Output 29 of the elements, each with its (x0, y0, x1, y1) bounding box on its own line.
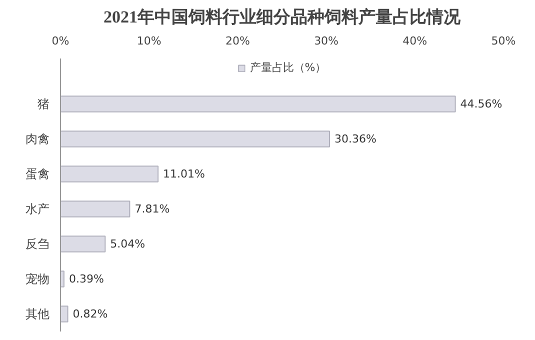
x-tick-label: 10% (136, 34, 162, 48)
x-tick-label: 40% (402, 34, 428, 48)
bar (60, 306, 68, 322)
x-tick-label: 50% (491, 34, 516, 48)
text: 11.01% (163, 168, 205, 180)
y-tick-label: 宠物 (26, 272, 50, 286)
bar (60, 200, 130, 218)
chart-title: 2021年中国饲料行业细分品种饲料产量占比情况 (104, 8, 462, 26)
y-tick-label: 其他 (26, 307, 50, 321)
legend-label: 产量占比（%） (250, 60, 326, 75)
y-tick-label: 猪 (38, 97, 50, 111)
y-tick-label: 蛋禽 (26, 167, 50, 181)
text: 30.36% (334, 132, 376, 146)
y-tick-label: 水产 (26, 202, 50, 216)
bar (60, 96, 456, 112)
y-tick-label: 反刍 (26, 237, 50, 251)
x-tick-label: 30% (314, 34, 339, 48)
bar (60, 236, 106, 252)
x-tick-label: 0% (52, 34, 70, 48)
text: 5.04% (110, 238, 146, 250)
text: 0.82% (72, 308, 108, 320)
text: 0.39% (68, 272, 104, 286)
x-tick-label: 20% (225, 34, 250, 48)
bar (60, 166, 159, 182)
bar (60, 270, 64, 288)
y-tick-label: 肉禽 (26, 132, 50, 146)
text: 44.56% (460, 98, 502, 110)
bar (60, 130, 330, 148)
text: 7.81% (134, 202, 170, 216)
